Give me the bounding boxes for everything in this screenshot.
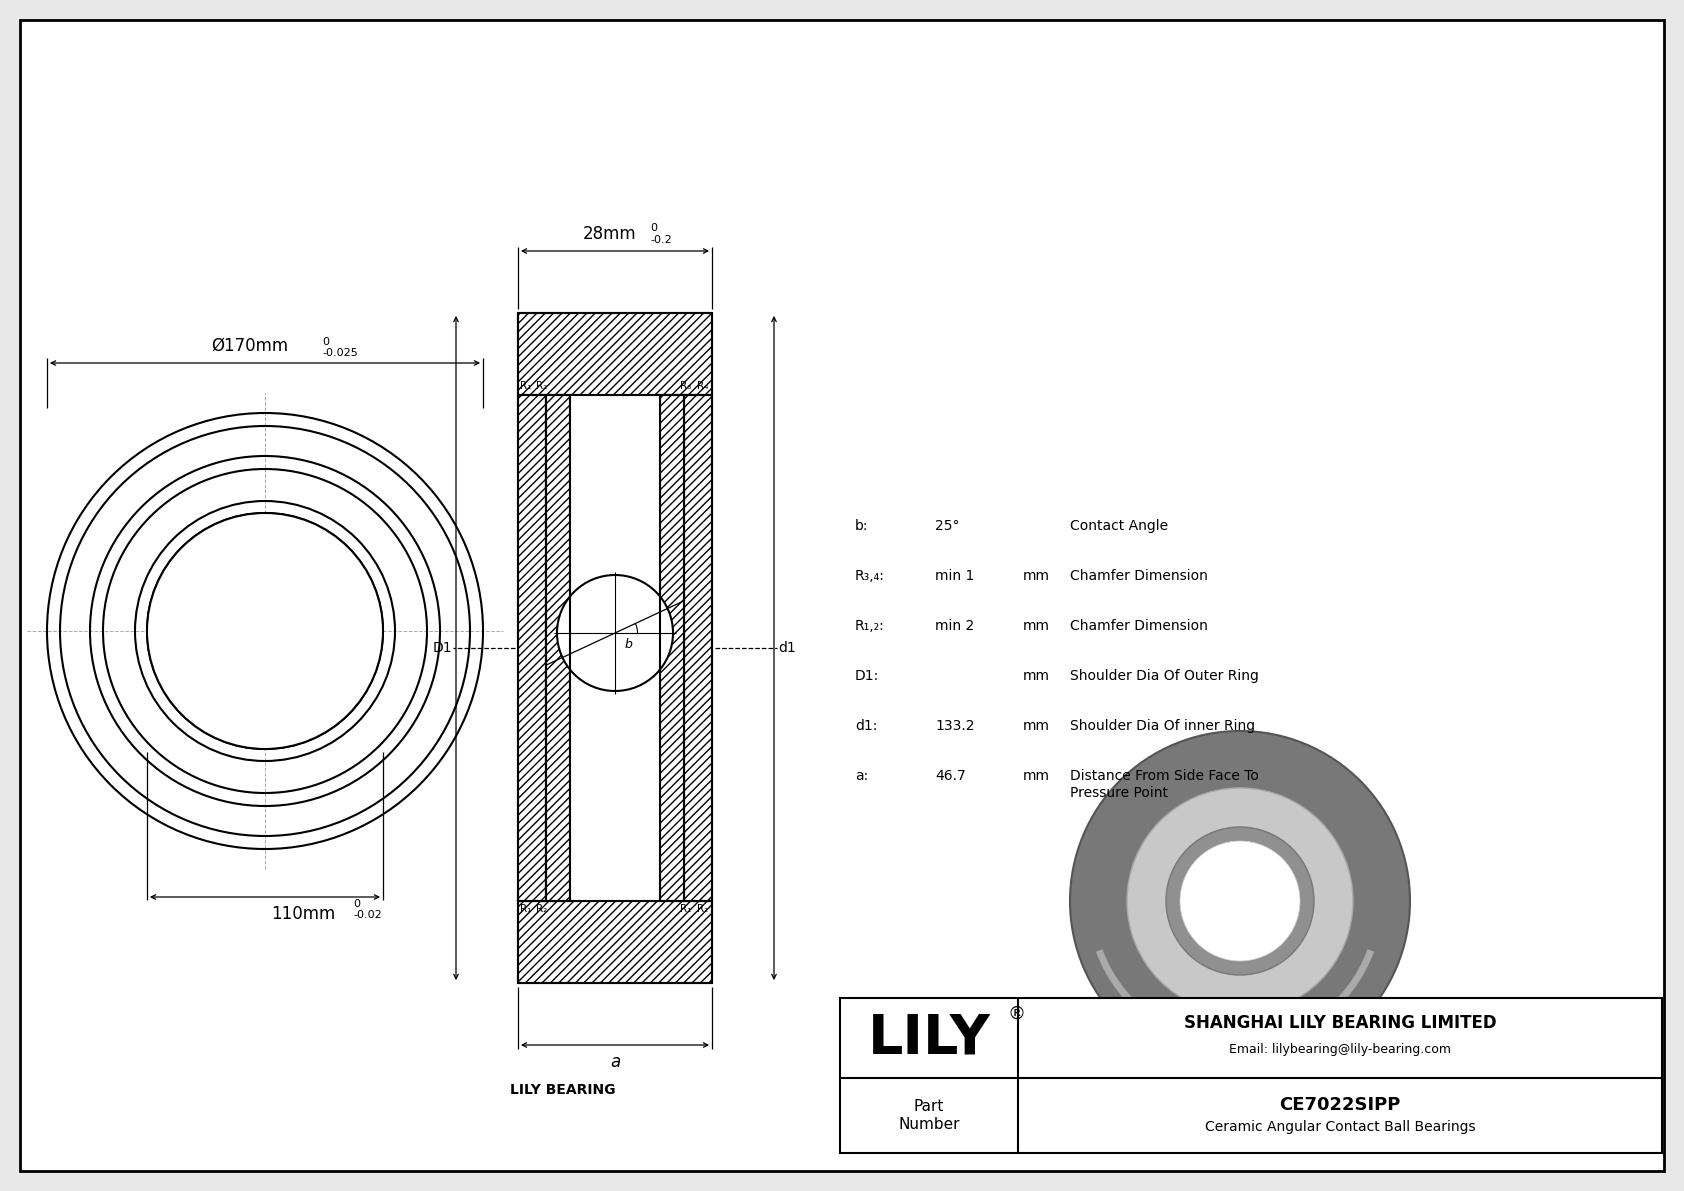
Text: R₁: R₁ xyxy=(520,904,532,913)
Text: 25°: 25° xyxy=(935,519,960,534)
Text: mm: mm xyxy=(1022,769,1051,782)
Circle shape xyxy=(557,575,674,691)
Text: R₂: R₂ xyxy=(697,904,709,913)
Text: 0: 0 xyxy=(650,223,657,233)
Text: 110mm: 110mm xyxy=(271,905,335,923)
Text: d1: d1 xyxy=(778,641,797,655)
Text: mm: mm xyxy=(1022,719,1051,732)
Text: 133.2: 133.2 xyxy=(935,719,975,732)
Text: LILY BEARING: LILY BEARING xyxy=(510,1083,615,1097)
Bar xyxy=(519,313,712,395)
Bar xyxy=(684,395,712,902)
Text: R₁,₂:: R₁,₂: xyxy=(855,619,884,632)
Text: 46.7: 46.7 xyxy=(935,769,965,782)
Text: CE7022SIPP: CE7022SIPP xyxy=(1280,1097,1401,1115)
Text: Contact Angle: Contact Angle xyxy=(1069,519,1169,534)
Bar xyxy=(840,998,1662,1153)
Text: 0: 0 xyxy=(354,899,360,909)
Text: -0.025: -0.025 xyxy=(322,348,357,358)
Text: R₂: R₂ xyxy=(536,381,547,391)
Text: R₄: R₄ xyxy=(697,381,709,391)
Text: -0.2: -0.2 xyxy=(650,235,672,245)
Bar xyxy=(569,395,660,902)
Text: b: b xyxy=(625,638,633,651)
Text: R₂: R₂ xyxy=(536,904,547,913)
Bar xyxy=(519,395,546,902)
Text: ®: ® xyxy=(1007,1005,1026,1023)
Text: min 2: min 2 xyxy=(935,619,975,632)
Text: Chamfer Dimension: Chamfer Dimension xyxy=(1069,569,1207,584)
Circle shape xyxy=(1069,731,1410,1071)
Bar xyxy=(519,902,712,983)
Text: a: a xyxy=(610,1053,620,1071)
Bar xyxy=(660,395,684,902)
Circle shape xyxy=(1127,788,1352,1014)
Text: R₃,₄:: R₃,₄: xyxy=(855,569,884,584)
Bar xyxy=(840,998,1662,1153)
Text: Email: lilybearing@lily-bearing.com: Email: lilybearing@lily-bearing.com xyxy=(1229,1043,1452,1056)
Text: 28mm: 28mm xyxy=(583,225,637,243)
Text: mm: mm xyxy=(1022,669,1051,682)
Text: mm: mm xyxy=(1022,569,1051,584)
Bar xyxy=(650,621,662,646)
Text: Ø170mm: Ø170mm xyxy=(212,337,288,355)
Text: D1: D1 xyxy=(433,641,451,655)
Text: 0: 0 xyxy=(322,337,328,347)
Text: Shoulder Dia Of Outer Ring: Shoulder Dia Of Outer Ring xyxy=(1069,669,1260,682)
Text: SHANGHAI LILY BEARING LIMITED: SHANGHAI LILY BEARING LIMITED xyxy=(1184,1014,1497,1031)
Text: LILY: LILY xyxy=(867,1011,990,1065)
Text: min 1: min 1 xyxy=(935,569,975,584)
Bar xyxy=(546,395,569,902)
Text: D1:: D1: xyxy=(855,669,879,682)
Text: d1:: d1: xyxy=(855,719,877,732)
Circle shape xyxy=(147,513,382,749)
Circle shape xyxy=(1165,827,1314,975)
Bar xyxy=(568,621,579,646)
Bar xyxy=(519,313,712,983)
Text: Shoulder Dia Of inner Ring: Shoulder Dia Of inner Ring xyxy=(1069,719,1255,732)
Text: R₁: R₁ xyxy=(680,904,692,913)
Circle shape xyxy=(1180,841,1300,961)
Text: Chamfer Dimension: Chamfer Dimension xyxy=(1069,619,1207,632)
Text: b:: b: xyxy=(855,519,869,534)
Text: Pressure Point: Pressure Point xyxy=(1069,786,1169,800)
Circle shape xyxy=(42,409,488,854)
Text: mm: mm xyxy=(1022,619,1051,632)
Text: Distance From Side Face To: Distance From Side Face To xyxy=(1069,769,1260,782)
Text: R₃: R₃ xyxy=(680,381,690,391)
Text: a:: a: xyxy=(855,769,869,782)
Text: R₁: R₁ xyxy=(520,381,532,391)
Text: Ceramic Angular Contact Ball Bearings: Ceramic Angular Contact Ball Bearings xyxy=(1204,1121,1475,1135)
Text: Part
Number: Part Number xyxy=(898,1099,960,1131)
Text: -0.02: -0.02 xyxy=(354,910,382,919)
